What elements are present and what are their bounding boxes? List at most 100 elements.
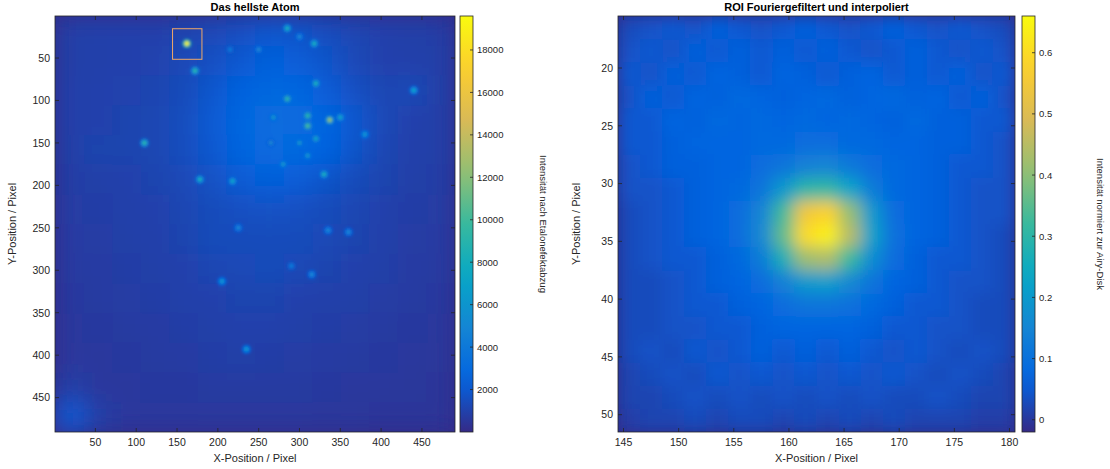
spot-halo <box>310 39 319 48</box>
heat-cell <box>905 108 928 132</box>
heat-cell <box>883 363 906 387</box>
heat-cell <box>861 39 884 63</box>
heat-cell <box>883 39 906 63</box>
heat-cell <box>927 201 950 225</box>
colorbar-tick <box>470 262 473 263</box>
y-tick-label: 150 <box>32 137 50 149</box>
heat-cell <box>883 316 906 340</box>
heat-cell <box>839 155 862 179</box>
heat-cell <box>750 155 773 179</box>
heat-cell <box>750 293 773 317</box>
heat-cell <box>927 409 950 432</box>
heat-cell <box>55 343 84 373</box>
roi-group <box>173 29 202 60</box>
heat-cell <box>141 402 170 432</box>
heat-cell <box>369 75 398 105</box>
heat-cell <box>817 409 840 432</box>
colorbar <box>460 16 473 432</box>
heat-cell <box>226 16 255 46</box>
y-tick-label: 50 <box>601 408 613 420</box>
heat-cell <box>255 283 284 313</box>
heat-cell <box>55 194 84 224</box>
heat-cell <box>255 165 284 195</box>
title: ROI Fouriergefiltert und interpoliert <box>724 1 909 13</box>
heat-cell <box>750 39 773 63</box>
heat-cell <box>169 402 198 432</box>
colorbar-tick-label: 14000 <box>477 129 503 140</box>
heat-cell <box>905 201 928 225</box>
heat-cell <box>772 108 795 132</box>
heat-cell <box>839 293 862 317</box>
spot <box>305 153 310 158</box>
heat-cell <box>618 201 641 225</box>
heat-cell <box>284 283 313 313</box>
heat-cell <box>817 224 840 248</box>
colorbar-tick-label: 0 <box>1039 414 1044 425</box>
spot-halo <box>311 79 320 88</box>
colorbar-tick <box>1032 52 1035 53</box>
heat-cell <box>112 373 141 403</box>
heat-cell <box>84 165 113 195</box>
heat-cell <box>341 16 370 46</box>
heat-cell <box>839 247 862 271</box>
heat-cell <box>112 194 141 224</box>
heat-cell <box>905 62 928 86</box>
heat-cell <box>426 224 455 254</box>
heat-cell <box>706 132 729 156</box>
heat-cell <box>861 386 884 410</box>
heat-cell <box>112 135 141 165</box>
heat-cell <box>794 409 817 432</box>
heat-cell <box>369 16 398 46</box>
heat-cell <box>398 194 427 224</box>
heat-cell <box>861 62 884 86</box>
heat-cell <box>640 16 663 40</box>
x-tick-top <box>678 16 679 20</box>
heat-cell <box>684 132 707 156</box>
heat-cell <box>927 386 950 410</box>
spot <box>346 230 351 235</box>
colorbar-tick-label: 0.6 <box>1039 47 1052 58</box>
heat-cell <box>84 254 113 284</box>
colorbar-tick-label: 2000 <box>477 384 498 395</box>
heat-cell <box>839 178 862 202</box>
heat-cell <box>706 247 729 271</box>
heat-cell <box>341 194 370 224</box>
heat-cell <box>55 16 84 46</box>
heat-cell <box>684 39 707 63</box>
x-tick-top <box>733 16 734 20</box>
heat-cell <box>684 363 707 387</box>
heat-cell <box>284 343 313 373</box>
heat-cell <box>684 155 707 179</box>
heat-cell <box>618 85 641 109</box>
heat-cell <box>905 293 928 317</box>
y-axis-title: Y-Position / Pixel <box>570 183 582 265</box>
heat-cell <box>772 293 795 317</box>
y-tick <box>55 227 59 228</box>
heat-cell <box>750 316 773 340</box>
heat-cell <box>662 224 685 248</box>
heat-cell <box>794 39 817 63</box>
y-axis-title: Y-Position / Pixel <box>6 183 18 265</box>
heat-cell <box>883 201 906 225</box>
heat-cell <box>706 201 729 225</box>
spot-halo <box>217 277 226 286</box>
y-tick-label: 300 <box>32 264 50 276</box>
heat-cell <box>861 224 884 248</box>
heat-cell <box>728 85 751 109</box>
heat-cell <box>927 62 950 86</box>
heat-cell <box>706 85 729 109</box>
heat-cell <box>684 85 707 109</box>
heat-cell <box>927 316 950 340</box>
x-tick-label: 155 <box>725 436 743 448</box>
spot-halo <box>234 223 243 232</box>
heat-cell <box>662 316 685 340</box>
spot <box>305 124 310 129</box>
heat-cell <box>640 247 663 271</box>
y-tick <box>618 125 622 126</box>
heat-cell <box>706 178 729 202</box>
heat-cell <box>949 316 972 340</box>
spot-halo <box>242 345 251 354</box>
heat-cell <box>861 132 884 156</box>
x-tick-top <box>340 16 341 20</box>
heat-cell <box>971 85 994 109</box>
